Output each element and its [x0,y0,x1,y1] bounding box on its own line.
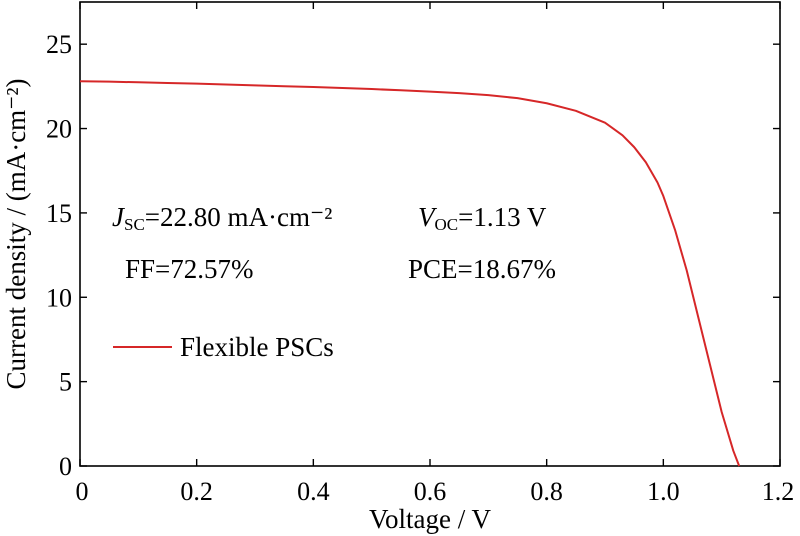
y-tick-label: 0 [59,452,72,481]
voc-subscript: OC [435,215,459,234]
x-axis-ticks [79,2,781,466]
x-tick-label: 0.6 [414,477,447,506]
x-tick-label: 1.2 [762,477,795,506]
x-axis-title: Voltage / V [369,504,492,534]
y-tick-label: 25 [46,30,72,59]
voc-symbol: V [418,202,438,232]
y-tick-label: 20 [46,115,72,144]
jsc-symbol: J [112,202,126,232]
y-axis-tick-labels: 0 5 10 15 20 25 [46,30,72,481]
x-tick-label: 0.2 [180,477,213,506]
jsc-value: =22.80 mA·cm⁻² [145,202,333,232]
plot-frame [79,1,781,467]
pce-annotation: PCE=18.67% [408,254,556,284]
x-tick-label: 0.4 [297,477,330,506]
x-axis-tick-labels: 0 0.2 0.4 0.6 0.8 1.0 1.2 [76,477,795,506]
x-tick-label: 1.0 [647,477,680,506]
y-tick-label: 5 [59,368,72,397]
jsc-annotation: JSC=22.80 mA·cm⁻² [112,202,332,234]
legend: Flexible PSCs [113,332,334,362]
series-line-flexible-pscs [79,80,741,467]
y-axis-ticks [80,43,780,467]
x-tick-label: 0 [76,477,89,506]
y-axis-title: Current density / (mA·cm⁻²) [1,78,31,389]
y-tick-label: 15 [46,199,72,228]
jsc-subscript: SC [124,215,145,234]
legend-label: Flexible PSCs [180,332,334,362]
voc-annotation: VOC=1.13 V [418,202,547,234]
voc-value: =1.13 V [458,202,547,232]
ff-annotation: FF=72.57% [125,254,254,284]
x-tick-label: 0.8 [530,477,563,506]
y-tick-label: 10 [46,283,72,312]
